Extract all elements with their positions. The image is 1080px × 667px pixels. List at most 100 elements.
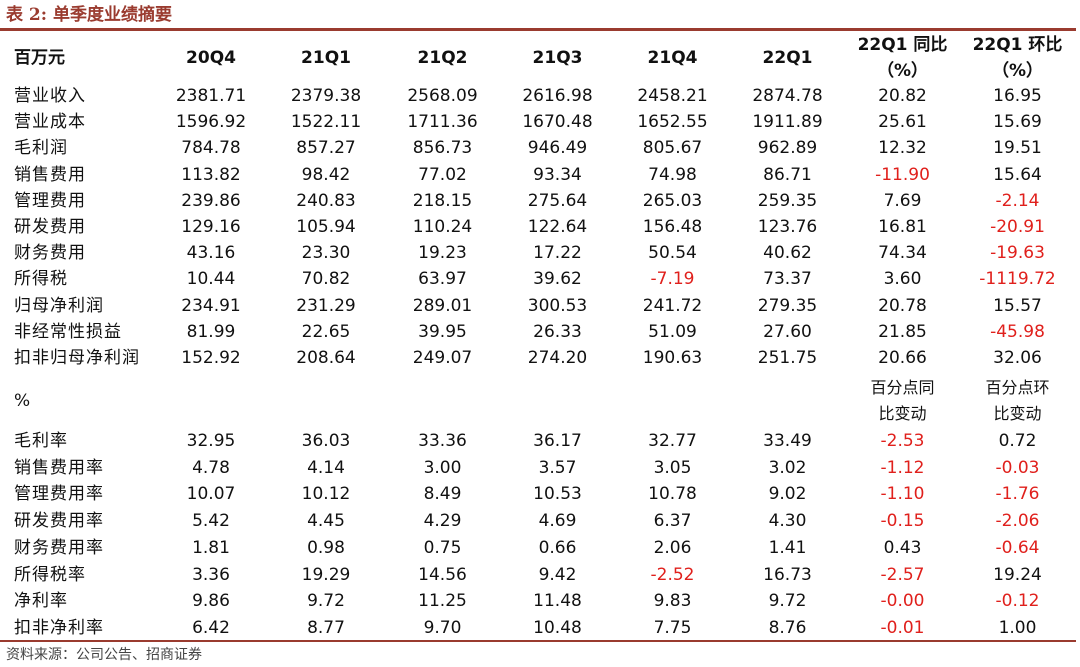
qoq-header-line2: （%） <box>991 61 1044 81</box>
table-cell: 74.98 <box>648 164 697 185</box>
table-cell: 231.29 <box>296 295 356 316</box>
table-cell: 3.57 <box>538 457 577 478</box>
table-cell: 4.30 <box>768 511 807 532</box>
table-cell: 40.62 <box>763 243 812 264</box>
row-label: 毛利润 <box>14 138 68 159</box>
table-cell: 259.35 <box>757 190 818 211</box>
table-cell: 93.34 <box>533 164 582 185</box>
table-cell: -1119.72 <box>979 269 1056 290</box>
table-row: 营业收入 2381.71 2379.38 2568.09 2616.98 2458.21 2… <box>0 83 1076 109</box>
table-cell: 16.95 <box>993 86 1042 106</box>
column-header-qoq: 22Q1 环比 （%） <box>960 32 1075 84</box>
ratio-table-row: 扣非净利率 6.42 8.77 9.70 10.48 7.75 8.76 -0.01 1.00 <box>0 615 1076 641</box>
table-cell: 190.63 <box>642 348 703 368</box>
table-cell: 36.17 <box>533 431 582 451</box>
table-cell: 23.30 <box>301 243 351 264</box>
table-cell: 10.78 <box>648 484 697 505</box>
ratio-table-row: 研发费用率 5.42 4.45 4.29 4.69 6.37 4.30 -0.15 -2.06 <box>0 508 1076 534</box>
table-cell: 10.12 <box>301 484 351 505</box>
table-row: 销售费用 113.82 98.42 77.02 93.34 74.98 86.71 -11.9… <box>0 162 1076 188</box>
table-cell: 123.76 <box>757 217 818 237</box>
table-cell: 129.16 <box>181 217 241 237</box>
table-cell: 152.92 <box>181 348 241 368</box>
table-row: 管理费用 239.86 240.83 218.15 275.64 265.03 259.35… <box>0 188 1076 214</box>
table-cell: 8.49 <box>423 484 462 505</box>
table-cell: 962.89 <box>757 138 818 159</box>
table-cell: 4.45 <box>307 511 345 532</box>
table-cell: 70.82 <box>301 269 351 290</box>
table-cell: 0.75 <box>423 537 462 558</box>
row-label: 所得税 <box>14 269 68 290</box>
table-cell: 1.81 <box>192 537 230 558</box>
table-cell: -0.12 <box>995 591 1040 612</box>
bottom-rule <box>0 640 1076 642</box>
table-cell: -0.64 <box>995 537 1040 558</box>
table-cell: 12.32 <box>878 138 927 159</box>
ratio-table-row: 毛利率 32.95 36.03 33.36 36.17 32.77 33.49 -2.53 0.… <box>0 428 1076 454</box>
table-cell: 5.42 <box>192 511 230 532</box>
table-cell: 63.97 <box>418 269 467 290</box>
ratio-qoq-line2: 比变动 <box>993 404 1042 423</box>
table-cell: 1.00 <box>998 617 1037 638</box>
row-label: 管理费用率 <box>14 484 104 505</box>
row-label: 营业收入 <box>14 86 86 106</box>
row-label: 非经常性损益 <box>14 321 122 342</box>
table-cell: -2.57 <box>880 564 925 585</box>
table-cell: 27.60 <box>763 321 812 342</box>
table-cell: 946.49 <box>527 138 588 159</box>
table-cell: 2616.98 <box>522 86 593 106</box>
table-cell: 15.69 <box>993 112 1042 133</box>
table-cell: 8.77 <box>307 617 345 638</box>
table-cell: 77.02 <box>418 164 467 185</box>
table-cell: 110.24 <box>412 217 473 237</box>
ratio-table-row: 财务费用率 1.81 0.98 0.75 0.66 2.06 1.41 0.43 -0.64 <box>0 535 1076 561</box>
column-header-yoy: 22Q1 同比 （%） <box>845 32 960 84</box>
table-cell: 279.35 <box>757 295 818 316</box>
yoy-header-line2: （%） <box>876 61 929 81</box>
table-cell: 9.83 <box>653 591 692 612</box>
table-cell: 15.64 <box>993 164 1042 185</box>
table-cell: 17.22 <box>533 243 582 264</box>
table-cell: -0.00 <box>880 591 925 612</box>
table-cell: 36.03 <box>301 431 351 451</box>
table-cell: -1.76 <box>995 484 1040 505</box>
column-header-21q4: 21Q4 <box>647 48 698 68</box>
table-cell: 14.56 <box>418 564 467 585</box>
table-cell: 7.75 <box>653 617 692 638</box>
table-cell: 857.27 <box>296 138 356 159</box>
table-cell: 2381.71 <box>175 86 247 106</box>
table-cell: 234.91 <box>181 295 241 316</box>
table-cell: 0.72 <box>998 431 1037 451</box>
table-cell: 19.51 <box>993 138 1042 159</box>
top-rule <box>0 28 1076 31</box>
table-cell: 10.07 <box>186 484 236 505</box>
table-cell: 1522.11 <box>290 112 362 133</box>
table-cell: 32.77 <box>648 431 697 451</box>
table-cell: 105.94 <box>296 217 356 237</box>
table-cell: 156.48 <box>642 217 703 237</box>
table-cell: 784.78 <box>181 138 241 159</box>
table-cell: 16.81 <box>878 217 927 237</box>
table-cell: 11.48 <box>533 591 582 612</box>
table-cell: -45.98 <box>990 321 1045 342</box>
column-header-22q1: 22Q1 <box>762 48 813 68</box>
table-cell: 265.03 <box>642 190 703 211</box>
table-cell: 22.65 <box>301 321 351 342</box>
table-cell: 19.23 <box>418 243 467 264</box>
table-cell: -2.06 <box>995 511 1040 532</box>
ratio-table-row: 净利率 9.86 9.72 11.25 11.48 9.83 9.72 -0.00 -0.12 <box>0 588 1076 614</box>
row-label: 管理费用 <box>14 190 86 211</box>
table-cell: -7.19 <box>650 269 695 290</box>
table-cell: 51.09 <box>648 321 697 342</box>
column-header-21q3: 21Q3 <box>532 48 583 68</box>
table-cell: 805.67 <box>642 138 703 159</box>
table-cell: 9.72 <box>307 591 345 612</box>
table-cell: 26.33 <box>533 321 582 342</box>
table-cell: 33.36 <box>418 431 467 451</box>
table-header: 百万元 20Q4 21Q1 21Q2 21Q3 21Q4 22Q1 22Q1 同… <box>0 32 1076 84</box>
table-cell: 9.02 <box>768 484 807 505</box>
ratio-qoq-line1: 百分点环 <box>985 378 1050 397</box>
table-cell: 32.06 <box>993 348 1042 368</box>
table-cell: 4.14 <box>307 457 345 478</box>
table-cell: 9.86 <box>192 591 230 612</box>
